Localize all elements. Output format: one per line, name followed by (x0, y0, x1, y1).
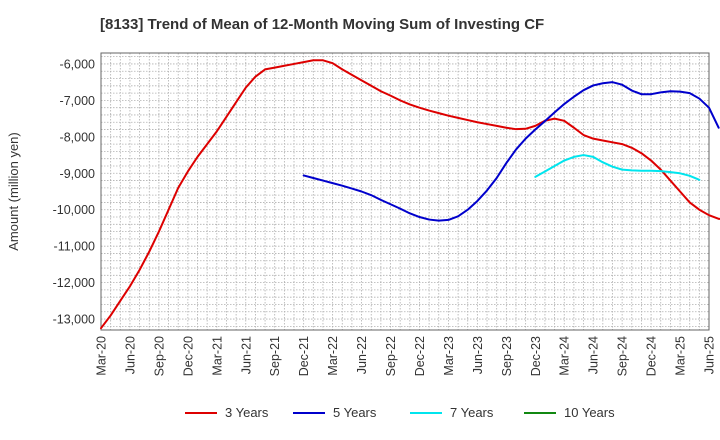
legend-item: 10 Years (524, 405, 615, 420)
y-tick-label: -8,000 (60, 130, 95, 144)
plot-frame (100, 52, 710, 331)
y-tick-label: -9,000 (60, 167, 95, 181)
x-tick-label: Dec-20 (181, 336, 195, 376)
y-tick-label: -10,000 (53, 203, 95, 217)
legend-item: 5 Years (293, 405, 376, 420)
y-tick-label: -12,000 (53, 276, 95, 290)
series-lines (100, 59, 720, 330)
x-tick-label: Jun-24 (587, 336, 601, 374)
x-tick-label: Jun-22 (355, 336, 369, 374)
x-tick-label: Dec-23 (529, 336, 543, 376)
y-tick-label: -11,000 (54, 240, 96, 254)
y-axis-label: Amount (million yen) (6, 132, 21, 251)
legend-swatch (410, 411, 442, 414)
legend: 3 Years 5 Years 7 Years 10 Years (0, 405, 720, 425)
series-line-7-years (534, 154, 701, 181)
series-line-3-years (100, 59, 720, 330)
axis-labels: -6,000 -7,000 -8,000 -9,000 -10,000 -11,000 -1… (6, 57, 717, 376)
x-tick-label: Mar-24 (558, 336, 572, 376)
x-tick-label: Jun-21 (239, 336, 253, 374)
y-tick-label: -7,000 (60, 94, 95, 108)
grid-lines (100, 53, 710, 330)
x-tick-label: Sep-24 (616, 336, 630, 376)
x-tick-label: Mar-25 (674, 336, 688, 376)
x-tick-label: Dec-21 (297, 336, 311, 376)
x-tick-label: Jun-20 (123, 336, 137, 374)
y-tick-label: -13,000 (53, 313, 95, 327)
x-tick-label: Mar-23 (442, 336, 456, 376)
x-tick-label: Sep-20 (152, 336, 166, 376)
x-tick-label: Mar-22 (326, 336, 340, 376)
x-tick-label: Jun-23 (471, 336, 485, 374)
legend-item: 3 Years (185, 405, 268, 420)
x-tick-label: Mar-21 (210, 336, 224, 376)
chart-title: [8133] Trend of Mean of 12-Month Moving … (100, 16, 545, 33)
legend-swatch (524, 411, 556, 414)
legend-item: 7 Years (410, 405, 493, 420)
series-line-5-years (302, 81, 720, 222)
x-tick-label: Sep-22 (384, 336, 398, 376)
legend-label: 10 Years (564, 405, 615, 420)
x-tick-label: Mar-20 (95, 336, 109, 376)
x-tick-label: Jun-25 (703, 336, 717, 374)
x-tick-label: Dec-22 (413, 336, 427, 376)
x-tick-label: Dec-24 (645, 336, 659, 376)
legend-swatch (185, 411, 217, 414)
x-tick-label: Sep-23 (500, 336, 514, 376)
legend-label: 5 Years (333, 405, 377, 420)
legend-label: 3 Years (225, 405, 269, 420)
y-tick-label: -6,000 (60, 57, 95, 71)
legend-label: 7 Years (450, 405, 494, 420)
x-tick-label: Sep-21 (268, 336, 282, 376)
legend-swatch (293, 411, 325, 414)
